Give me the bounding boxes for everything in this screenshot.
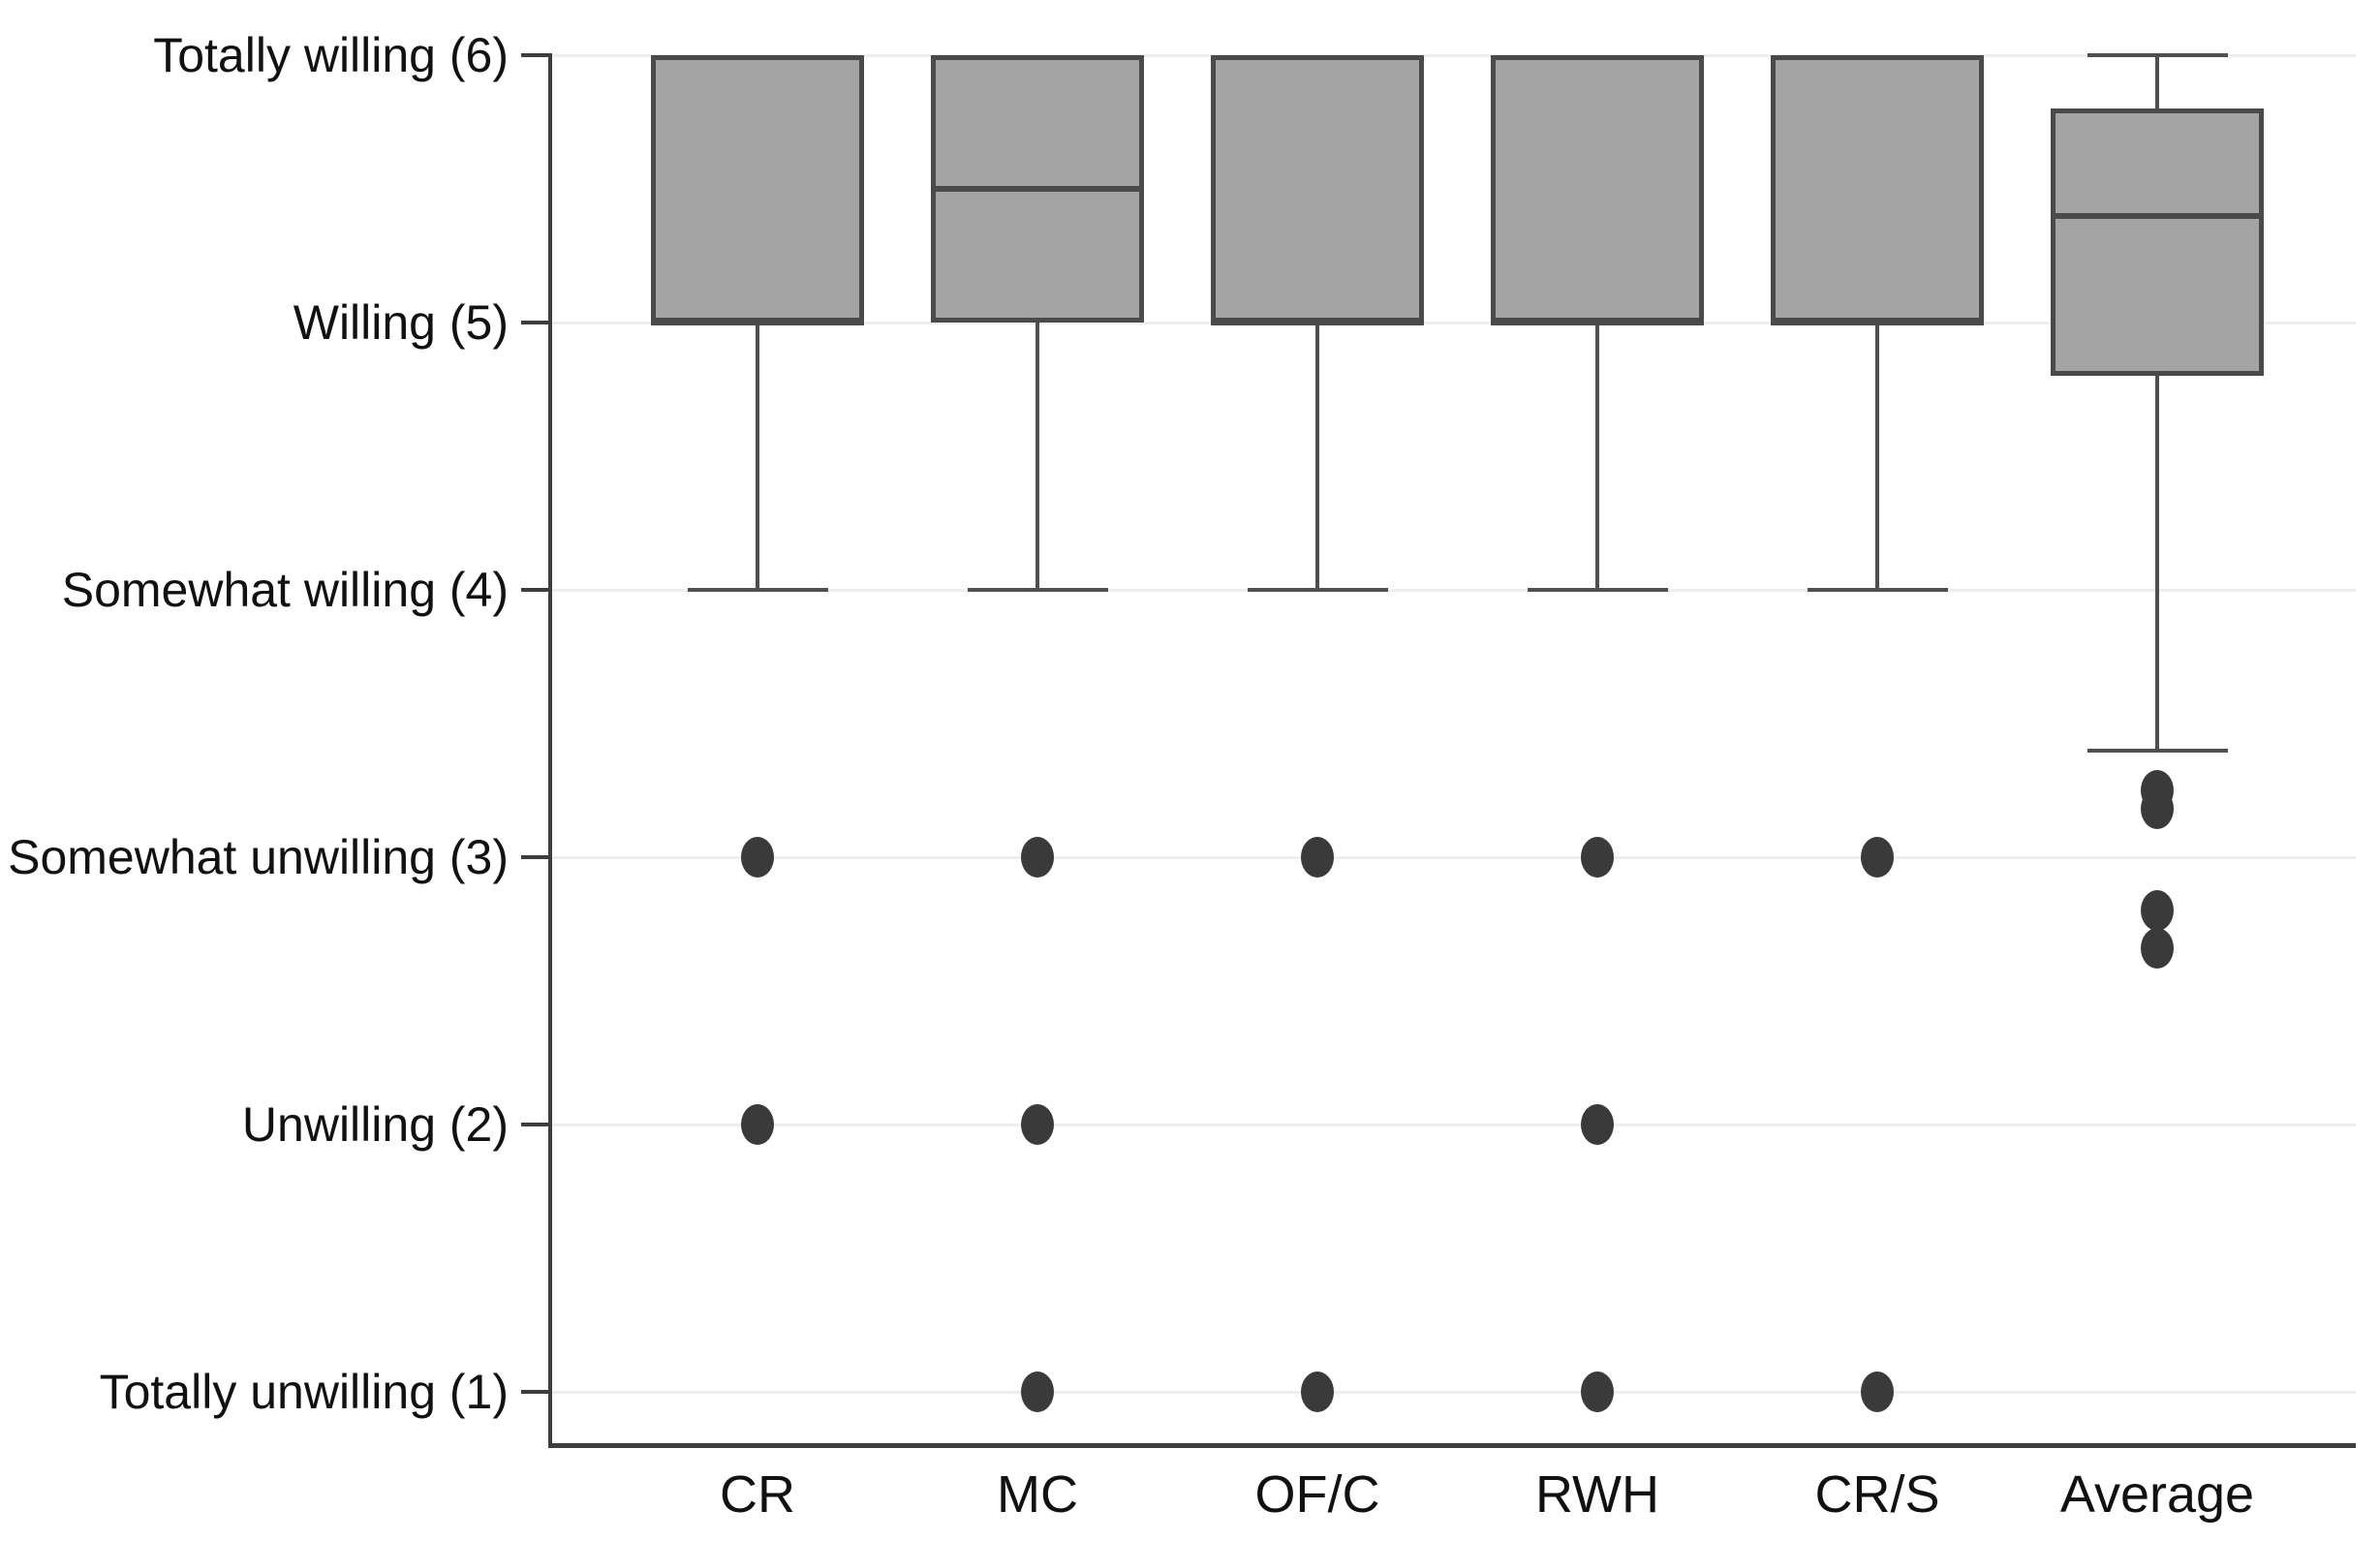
median-line (2051, 212, 2264, 219)
x-axis-label: Average (2059, 1465, 2255, 1524)
x-axis-label: CR/S (1814, 1465, 1940, 1524)
outlier-dot (1861, 837, 1894, 878)
whisker-line (2155, 55, 2159, 109)
whisker-line (1595, 323, 1599, 590)
outlier-dot (1301, 837, 1334, 878)
whisker-line (1875, 323, 1879, 590)
gridline (552, 1391, 2356, 1394)
box (2051, 108, 2264, 377)
outlier-dot (2141, 927, 2174, 969)
outlier-dot (1021, 1104, 1054, 1145)
outlier-dot (2141, 890, 2174, 932)
outlier-dot (1581, 837, 1614, 878)
y-axis-label: Totally willing (6) (153, 28, 509, 82)
gridline (552, 589, 2356, 592)
gridline (552, 1124, 2356, 1126)
y-axis-line (548, 53, 552, 1448)
whisker-line (1035, 323, 1039, 590)
x-axis-line (548, 1443, 2356, 1448)
outlier-dot (2141, 788, 2174, 830)
box (1771, 55, 1984, 323)
whisker-cap (1527, 588, 1668, 592)
y-axis-tick (521, 1390, 552, 1394)
gridline (552, 54, 2356, 57)
gridline (552, 856, 2356, 859)
whisker-line (1315, 323, 1319, 590)
outlier-dot (1301, 1371, 1334, 1412)
y-axis-tick (521, 588, 552, 592)
median-line (1491, 320, 1704, 325)
outlier-dot (1861, 1371, 1894, 1412)
whisker-cap (1807, 588, 1948, 592)
outlier-dot (741, 837, 774, 878)
whisker-cap (967, 588, 1108, 592)
y-axis-label: Somewhat unwilling (3) (8, 830, 509, 884)
whisker-cap (2086, 53, 2228, 57)
whisker-cap (1247, 588, 1388, 592)
median-line (1771, 320, 1984, 325)
outlier-dot (1581, 1371, 1614, 1412)
y-axis-label: Totally unwilling (1) (99, 1365, 509, 1419)
y-axis-tick (521, 321, 552, 324)
outlier-dot (1021, 1371, 1054, 1412)
whisker-cap (2086, 748, 2228, 753)
whisker-line (756, 323, 759, 590)
y-axis-label: Somewhat willing (4) (61, 563, 509, 617)
outlier-dot (741, 1104, 774, 1145)
median-line (931, 186, 1144, 192)
box (1211, 55, 1424, 323)
gridline (552, 322, 2356, 324)
x-axis-label: CR (720, 1465, 795, 1524)
whisker-cap (687, 588, 828, 592)
box (1491, 55, 1704, 323)
box (651, 55, 864, 323)
y-axis-tick (521, 1123, 552, 1126)
x-axis-label: RWH (1535, 1465, 1659, 1524)
outlier-dot (1021, 837, 1054, 878)
y-axis-tick (521, 53, 552, 57)
y-axis-label: Willing (5) (293, 295, 509, 350)
median-line (1211, 320, 1424, 325)
whisker-line (2155, 376, 2159, 751)
median-line (651, 320, 864, 325)
outlier-dot (1581, 1104, 1614, 1145)
x-axis-label: MC (997, 1465, 1078, 1524)
y-axis-label: Unwilling (2) (241, 1097, 509, 1152)
x-axis-label: OF/C (1254, 1465, 1380, 1524)
y-axis-tick (521, 855, 552, 859)
